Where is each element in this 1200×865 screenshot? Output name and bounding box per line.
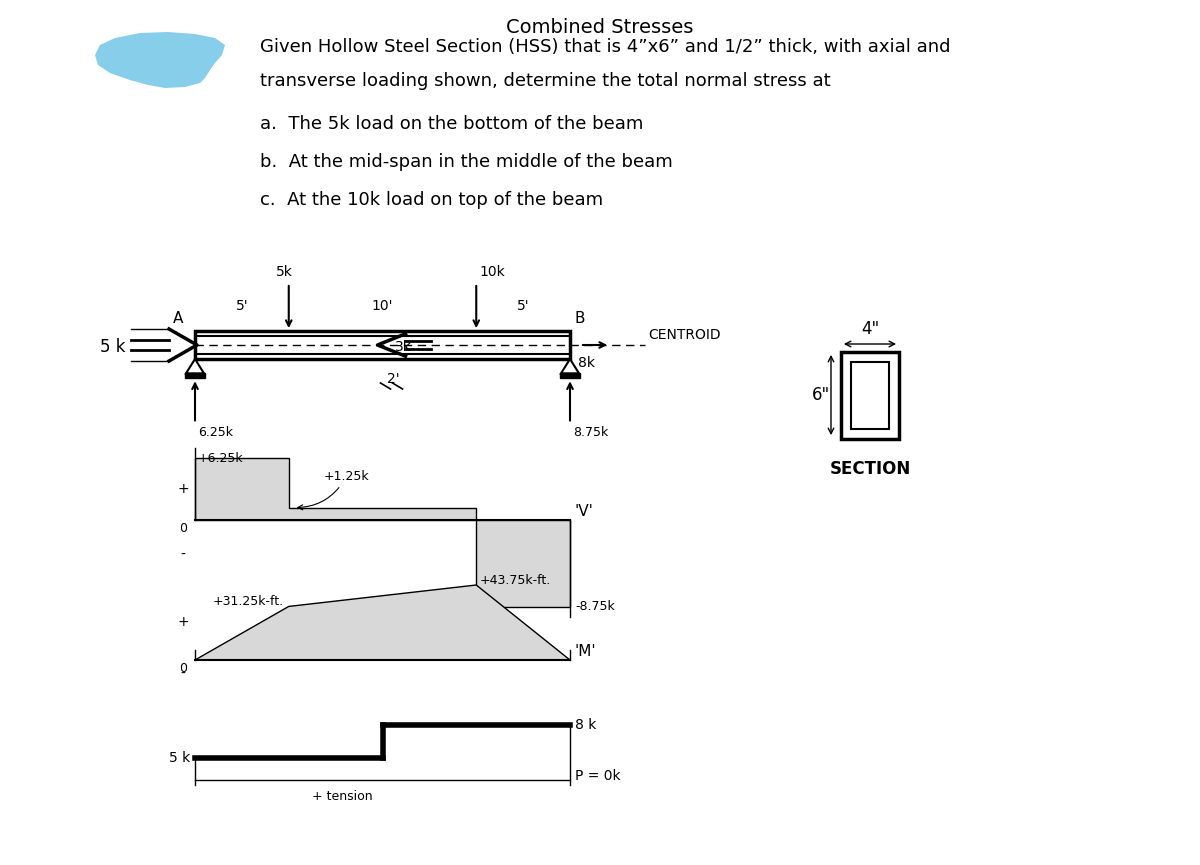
Text: 5 k: 5 k <box>169 751 190 765</box>
Bar <box>194 331 570 359</box>
Text: 10k: 10k <box>479 265 505 279</box>
Polygon shape <box>476 520 570 607</box>
Text: 'M': 'M' <box>575 644 596 659</box>
Text: 8 k: 8 k <box>575 718 596 732</box>
Text: +6.25k: +6.25k <box>198 452 244 465</box>
Text: 6.25k: 6.25k <box>198 426 233 439</box>
Text: 8.75k: 8.75k <box>574 426 608 439</box>
Text: -: - <box>180 667 186 681</box>
Bar <box>841 352 899 439</box>
Text: 3k: 3k <box>395 340 412 354</box>
Text: +: + <box>178 616 188 630</box>
Text: Given Hollow Steel Section (HSS) that is 4”x6” and 1/2” thick, with axial and: Given Hollow Steel Section (HSS) that is… <box>260 38 950 56</box>
Bar <box>560 374 580 378</box>
Text: 5k: 5k <box>276 265 293 279</box>
Text: 6": 6" <box>812 386 830 404</box>
Polygon shape <box>186 359 204 374</box>
Text: +: + <box>178 482 188 496</box>
Text: 4": 4" <box>860 320 880 338</box>
Text: 2': 2' <box>388 372 400 386</box>
Polygon shape <box>562 359 580 374</box>
Text: 5 k: 5 k <box>101 338 126 356</box>
Text: +43.75k-ft.: +43.75k-ft. <box>479 574 551 587</box>
Text: Combined Stresses: Combined Stresses <box>506 18 694 37</box>
Text: transverse loading shown, determine the total normal stress at: transverse loading shown, determine the … <box>260 72 830 90</box>
Text: -8.75k: -8.75k <box>575 600 614 613</box>
Text: 5': 5' <box>235 299 248 313</box>
Text: 5': 5' <box>517 299 529 313</box>
Text: A: A <box>173 311 182 326</box>
Bar <box>851 362 889 429</box>
Text: P = 0k: P = 0k <box>575 769 620 783</box>
Polygon shape <box>194 585 570 660</box>
Text: SECTION: SECTION <box>829 460 911 478</box>
Text: B: B <box>574 311 584 326</box>
Text: c.  At the 10k load on top of the beam: c. At the 10k load on top of the beam <box>260 191 604 209</box>
Text: 8k: 8k <box>578 356 595 370</box>
Polygon shape <box>194 458 476 520</box>
Bar <box>185 374 205 378</box>
Text: +31.25k-ft.: +31.25k-ft. <box>212 595 283 608</box>
Text: -: - <box>180 548 186 561</box>
Text: + tension: + tension <box>312 790 373 803</box>
Text: b.  At the mid-span in the middle of the beam: b. At the mid-span in the middle of the … <box>260 153 673 171</box>
Polygon shape <box>95 32 226 88</box>
Text: 'V': 'V' <box>575 504 594 520</box>
Text: CENTROID: CENTROID <box>648 328 721 342</box>
Text: +1.25k: +1.25k <box>298 470 370 509</box>
Text: 0: 0 <box>179 522 187 535</box>
Text: 0: 0 <box>179 662 187 675</box>
Text: a.  The 5k load on the bottom of the beam: a. The 5k load on the bottom of the beam <box>260 115 643 133</box>
Text: 10': 10' <box>372 299 394 313</box>
